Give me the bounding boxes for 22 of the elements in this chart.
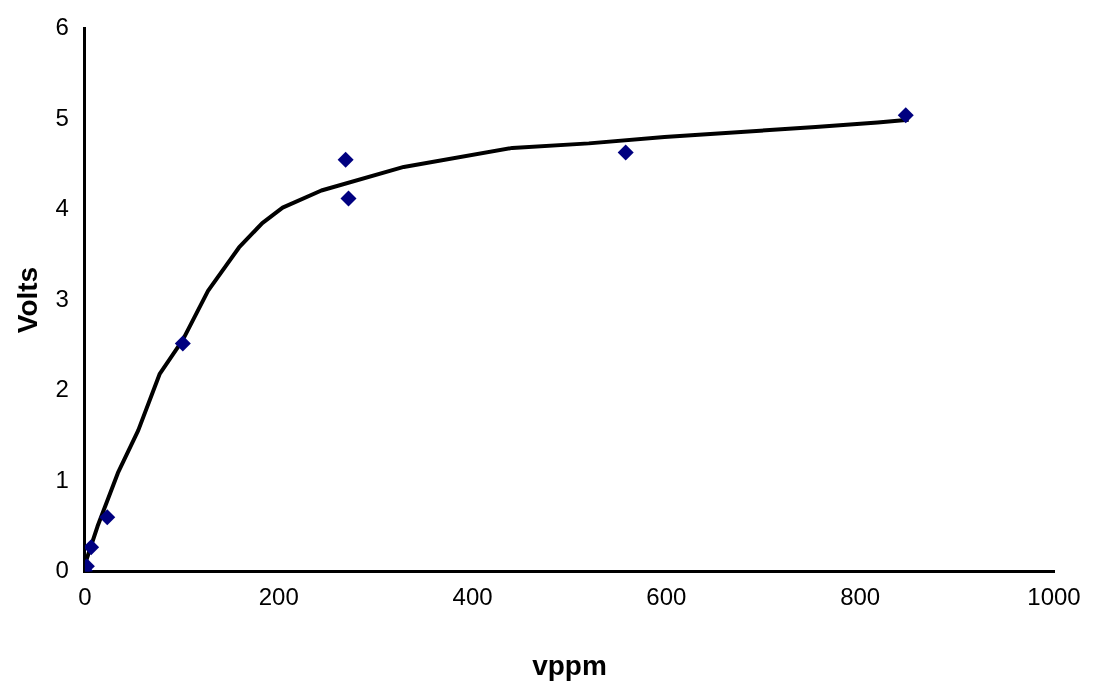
x-tick-label: 1000	[1027, 582, 1081, 610]
x-tick-label: 200	[258, 582, 299, 610]
point	[897, 107, 914, 124]
point	[617, 144, 634, 161]
x-tick-label: 600	[646, 582, 687, 610]
point	[337, 151, 354, 168]
point	[340, 190, 357, 207]
y-tick-label: 6	[55, 13, 69, 41]
point	[84, 539, 100, 556]
x-axis-title: vppm	[532, 649, 607, 681]
x-tick-label: 0	[78, 582, 92, 610]
y-tick-label: 0	[55, 556, 69, 584]
y-tick-label: 5	[55, 103, 69, 131]
x-tick-label: 800	[840, 582, 881, 610]
x-tick-label: 400	[452, 582, 493, 610]
y-tick-label: 1	[55, 465, 69, 493]
point	[99, 509, 116, 526]
y-axis-title: Volts	[11, 266, 43, 334]
y-tick-label: 4	[55, 194, 69, 222]
point	[174, 335, 191, 352]
y-tick-label: 3	[55, 284, 69, 312]
y-tick-label: 2	[55, 375, 69, 403]
